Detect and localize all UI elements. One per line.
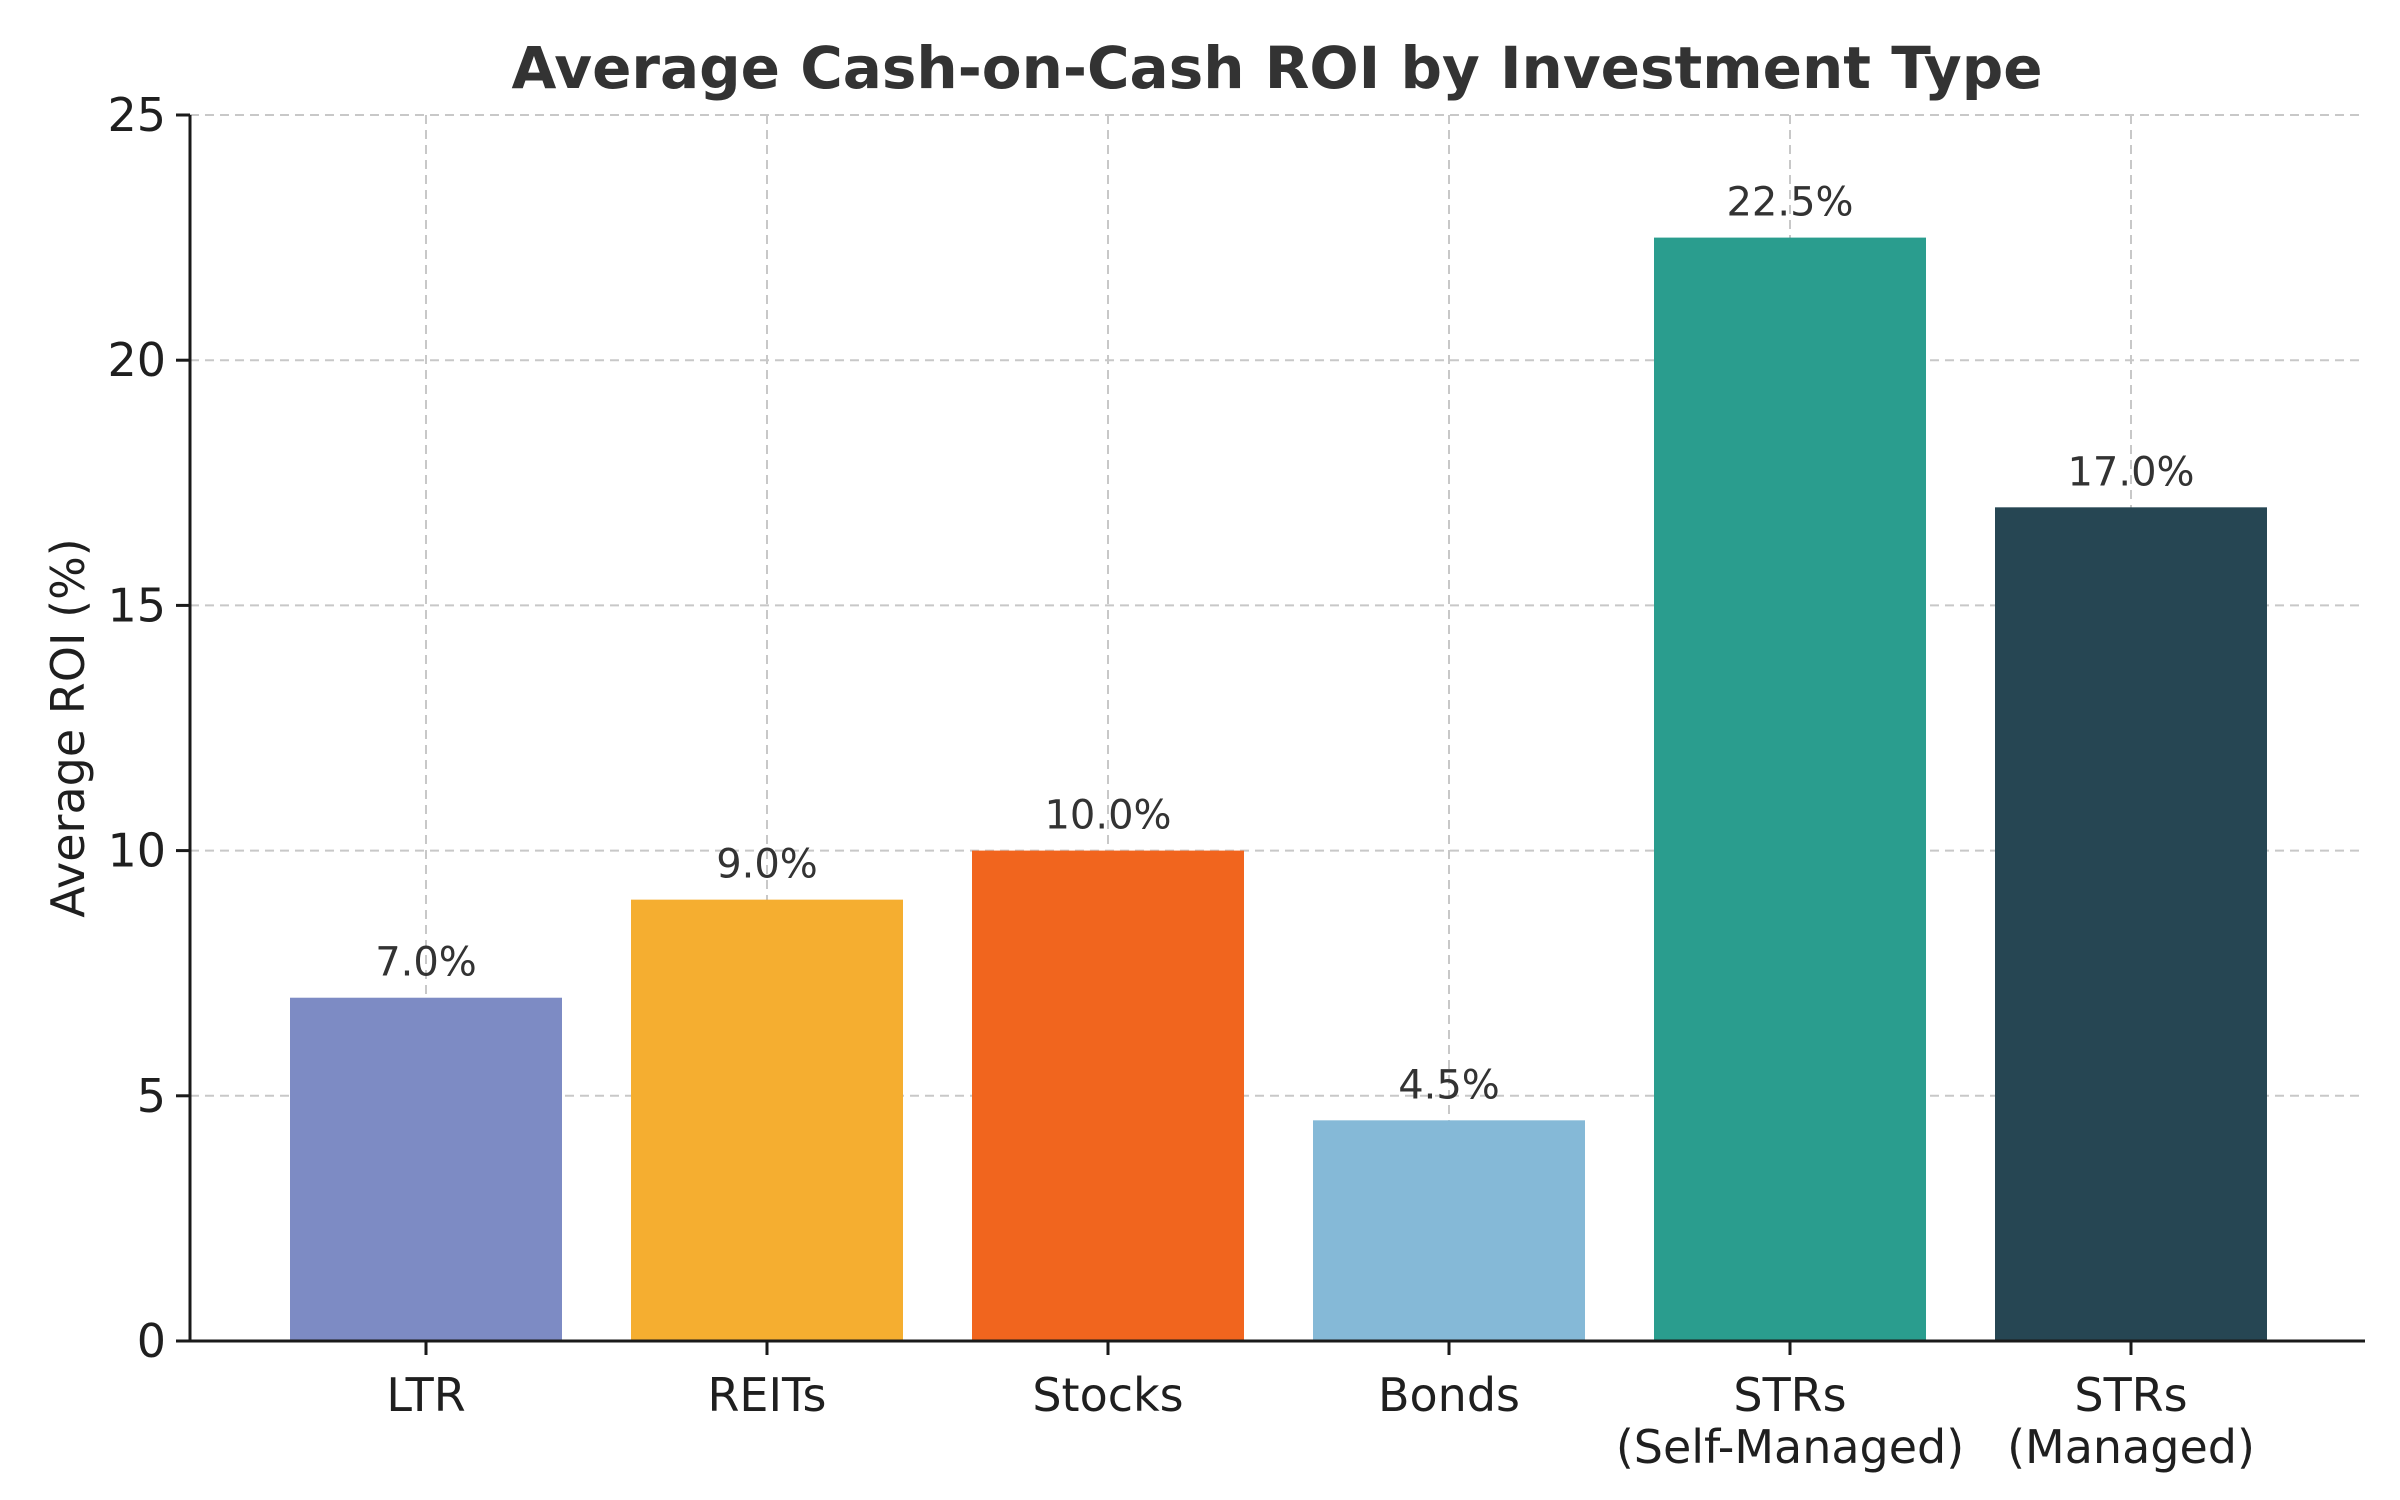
bars	[290, 237, 2267, 1342]
x-tick-label: (Self-Managed)	[1616, 1420, 1964, 1474]
bar-value-label: 10.0%	[1044, 793, 1171, 839]
bar-value-label: 4.5%	[1398, 1062, 1500, 1108]
bar	[1654, 237, 1926, 1342]
axes	[176, 113, 2365, 1355]
bar-value-label: 22.5%	[1726, 180, 1853, 226]
chart-title: Average Cash-on-Cash ROI by Investment T…	[511, 34, 2042, 102]
bar-value-label: 9.0%	[716, 842, 818, 888]
y-tick-label: 5	[137, 1069, 166, 1123]
y-tick-label: 15	[107, 578, 166, 632]
bar	[1313, 1120, 1585, 1341]
x-tick-label: Bonds	[1378, 1368, 1520, 1422]
x-tick-label: STRs	[1733, 1368, 1846, 1422]
y-axis-label: Average ROI (%)	[41, 538, 95, 917]
y-tick-label: 10	[107, 824, 166, 878]
x-tick-label: (Managed)	[2007, 1420, 2255, 1474]
x-tick-label: STRs	[2074, 1368, 2187, 1422]
x-tick-label: Stocks	[1032, 1368, 1183, 1422]
bar-value-label: 7.0%	[375, 940, 477, 986]
y-tick-label: 0	[137, 1314, 166, 1368]
bar	[1995, 507, 2267, 1341]
tick-and-data-labels: 0 5 10 15 20 25 7.0% LTR 9.0% REITs 10.0% Stocks 4.5…	[107, 88, 2254, 1474]
bar-value-label: 17.0%	[2067, 449, 2194, 495]
x-tick-label: LTR	[386, 1368, 465, 1422]
y-tick-label: 20	[107, 333, 166, 387]
bar	[290, 997, 562, 1341]
bar	[972, 850, 1244, 1341]
y-tick-label: 25	[107, 88, 166, 142]
bar	[631, 899, 903, 1341]
x-tick-label: REITs	[707, 1368, 826, 1422]
